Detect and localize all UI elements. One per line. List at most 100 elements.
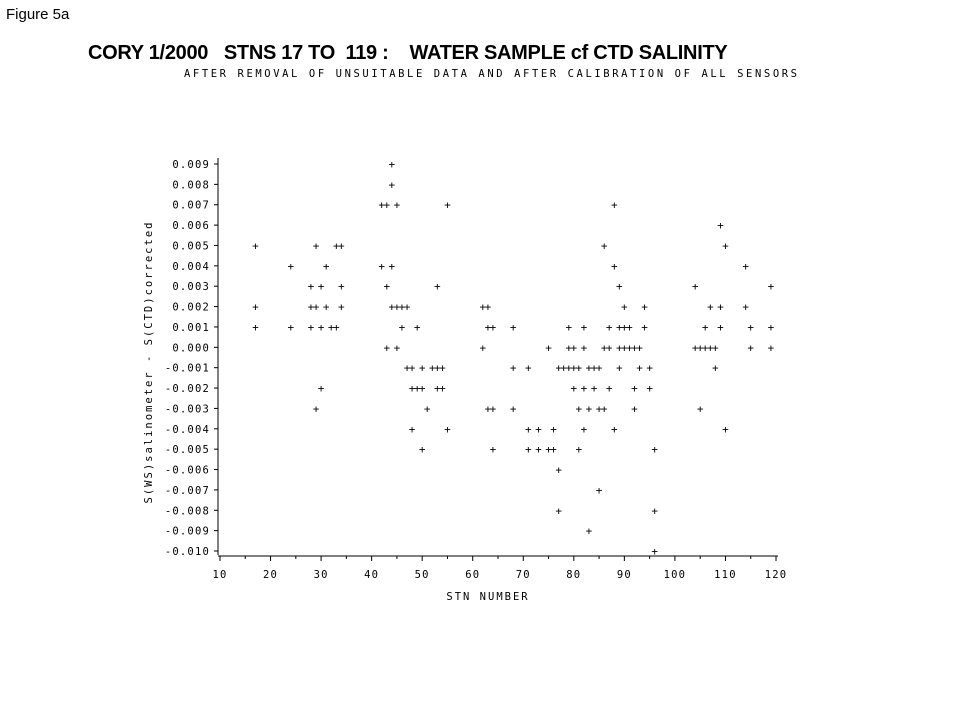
data-point: + bbox=[571, 341, 578, 354]
data-point: + bbox=[646, 382, 653, 395]
data-point: + bbox=[338, 239, 345, 252]
data-point: + bbox=[444, 199, 451, 212]
data-point: + bbox=[651, 545, 658, 558]
data-point: + bbox=[434, 382, 441, 395]
data-point: + bbox=[565, 341, 572, 354]
data-point: + bbox=[394, 341, 401, 354]
data-point: + bbox=[621, 301, 628, 314]
data-point: + bbox=[692, 341, 699, 354]
data-point: + bbox=[697, 402, 704, 415]
data-point: + bbox=[545, 341, 552, 354]
x-tick-label: 80 bbox=[566, 569, 581, 581]
y-axis-label: S(WS)salinometer - S(CTD)corrected bbox=[143, 221, 155, 504]
data-point: + bbox=[601, 239, 608, 252]
data-point: + bbox=[510, 402, 517, 415]
data-point: + bbox=[747, 321, 754, 334]
y-tick-label: -0.008 bbox=[165, 505, 210, 517]
data-point: + bbox=[318, 382, 325, 395]
data-point: + bbox=[338, 280, 345, 293]
y-tick-label: 0.002 bbox=[172, 302, 210, 314]
data-point: + bbox=[424, 402, 431, 415]
axes bbox=[217, 158, 778, 557]
data-point: + bbox=[323, 301, 330, 314]
data-point: + bbox=[485, 301, 492, 314]
data-point: + bbox=[596, 484, 603, 497]
data-point: + bbox=[565, 321, 572, 334]
data-point: + bbox=[308, 280, 315, 293]
data-point: + bbox=[323, 260, 330, 273]
data-point: + bbox=[636, 341, 643, 354]
data-point: + bbox=[490, 443, 497, 456]
data-point: + bbox=[434, 362, 441, 375]
x-axis-ticks: 10 20 30 40 50 60 70 80 90 100 110 120 bbox=[212, 556, 788, 581]
data-point: + bbox=[287, 321, 294, 334]
data-point: + bbox=[611, 199, 618, 212]
data-point: + bbox=[636, 362, 643, 375]
data-point: + bbox=[555, 504, 562, 517]
data-point: + bbox=[576, 402, 583, 415]
data-point: + bbox=[333, 239, 340, 252]
data-point: + bbox=[641, 301, 648, 314]
data-point: + bbox=[414, 382, 421, 395]
y-tick-label: -0.001 bbox=[165, 363, 210, 375]
data-point: + bbox=[591, 362, 598, 375]
data-point: + bbox=[586, 525, 593, 538]
y-tick-label: 0.004 bbox=[172, 261, 210, 273]
data-point: + bbox=[651, 443, 658, 456]
x-tick-label: 120 bbox=[765, 569, 788, 581]
data-point: + bbox=[409, 382, 416, 395]
data-point: + bbox=[429, 362, 436, 375]
chart-title: CORY 1/2000 STNS 17 TO 119 : WATER SAMPL… bbox=[88, 42, 728, 64]
data-point: + bbox=[510, 321, 517, 334]
data-point: + bbox=[287, 260, 294, 273]
y-tick-label: 0.008 bbox=[172, 179, 210, 191]
data-point: + bbox=[581, 321, 588, 334]
data-point: + bbox=[439, 382, 446, 395]
data-point: + bbox=[383, 341, 390, 354]
data-point: + bbox=[621, 341, 628, 354]
data-point: + bbox=[702, 341, 709, 354]
data-point: + bbox=[313, 239, 320, 252]
data-point: + bbox=[768, 280, 775, 293]
x-tick-label: 60 bbox=[465, 569, 480, 581]
chart-subtitle: AFTER REMOVAL OF UNSUITABLE DATA AND AFT… bbox=[184, 68, 800, 80]
y-tick-label: 0.005 bbox=[172, 240, 210, 252]
data-point: + bbox=[318, 321, 325, 334]
data-point: + bbox=[601, 341, 608, 354]
data-point: + bbox=[394, 301, 401, 314]
y-tick-label: -0.005 bbox=[165, 444, 210, 456]
data-point: + bbox=[616, 362, 623, 375]
x-tick-label: 90 bbox=[617, 569, 632, 581]
data-point: + bbox=[389, 260, 396, 273]
data-point: + bbox=[480, 341, 487, 354]
data-point: + bbox=[480, 301, 487, 314]
data-point: + bbox=[591, 382, 598, 395]
data-point: + bbox=[697, 341, 704, 354]
y-tick-label: 0.000 bbox=[172, 342, 210, 354]
data-point: + bbox=[601, 402, 608, 415]
data-point: + bbox=[586, 362, 593, 375]
data-point: + bbox=[722, 423, 729, 436]
data-point: + bbox=[616, 280, 623, 293]
data-point: + bbox=[707, 301, 714, 314]
y-tick-label: 0.007 bbox=[172, 200, 210, 212]
data-point: + bbox=[631, 402, 638, 415]
data-point: + bbox=[712, 362, 719, 375]
data-point: + bbox=[328, 321, 335, 334]
x-tick-label: 10 bbox=[212, 569, 227, 581]
data-point: + bbox=[399, 301, 406, 314]
data-point: + bbox=[581, 341, 588, 354]
data-point: + bbox=[525, 423, 532, 436]
data-point: + bbox=[571, 382, 578, 395]
data-point: + bbox=[565, 362, 572, 375]
y-tick-label: 0.001 bbox=[172, 322, 210, 334]
data-point: + bbox=[419, 382, 426, 395]
data-point: + bbox=[389, 301, 396, 314]
data-points: ++++++++++++++++++++++++++++++++++++++++… bbox=[252, 158, 775, 558]
data-point: + bbox=[404, 301, 411, 314]
data-point: + bbox=[439, 362, 446, 375]
y-tick-label: -0.010 bbox=[165, 546, 210, 558]
data-point: + bbox=[409, 423, 416, 436]
data-point: + bbox=[717, 321, 724, 334]
